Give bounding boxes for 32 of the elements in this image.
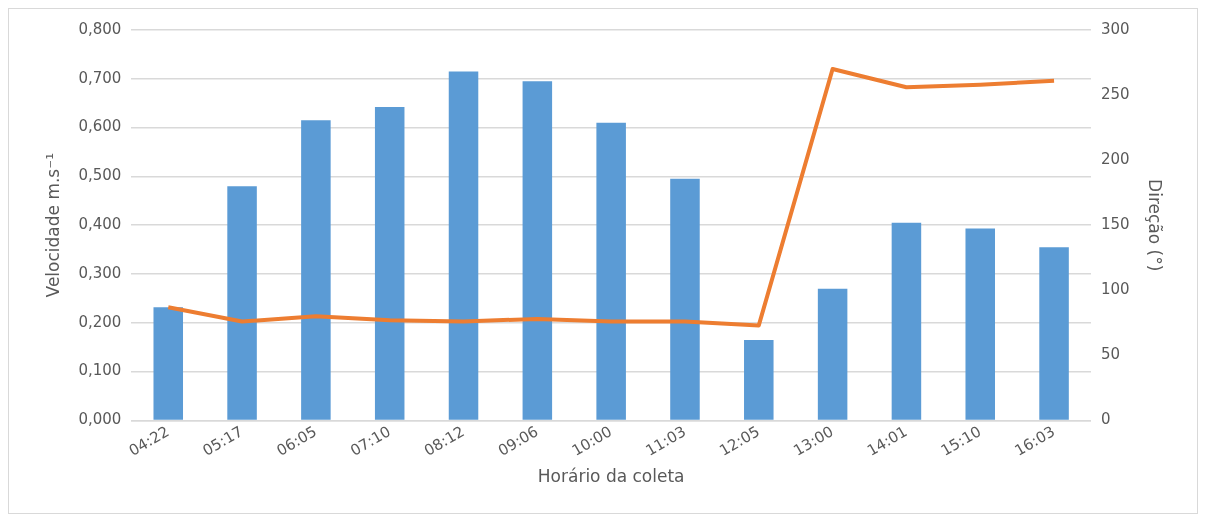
bar	[817, 288, 848, 420]
bar	[965, 228, 996, 420]
y-tick-label: 0,700	[78, 68, 122, 87]
bar	[1039, 247, 1069, 420]
x-axis-title: Horário da coleta	[537, 466, 685, 487]
y2-axis-title: Direção (°)	[1145, 179, 1166, 272]
y2-tick-label: 50	[1100, 345, 1121, 364]
y-axis-title: Velocidade m.s⁻¹	[42, 152, 63, 298]
y2-tick-label: 200	[1100, 150, 1130, 169]
bar	[153, 307, 184, 420]
y-tick-label: 0,800	[78, 19, 122, 38]
y2-tick-label: 0	[1100, 410, 1111, 429]
bar	[301, 120, 331, 420]
y-tick-label: 0,300	[78, 263, 122, 282]
bar	[596, 122, 626, 420]
bar	[744, 339, 774, 420]
y-tick-label: 0,100	[78, 361, 122, 380]
bar	[374, 107, 405, 420]
y2-tick-label: 100	[1100, 280, 1130, 299]
y2-tick-label: 150	[1100, 215, 1130, 234]
y-tick-label: 0,600	[78, 117, 122, 136]
y-tick-label: 0,200	[78, 312, 122, 331]
bar	[522, 81, 553, 420]
y-tick-label: 0,400	[78, 215, 122, 234]
y-tick-label: 0,500	[78, 166, 122, 185]
bar	[448, 71, 479, 420]
bar	[227, 186, 257, 420]
y2-tick-label: 300	[1100, 19, 1130, 38]
y2-tick-label: 250	[1100, 84, 1130, 103]
y-tick-label: 0,000	[78, 410, 122, 429]
bar	[670, 178, 700, 420]
bar	[891, 222, 922, 420]
